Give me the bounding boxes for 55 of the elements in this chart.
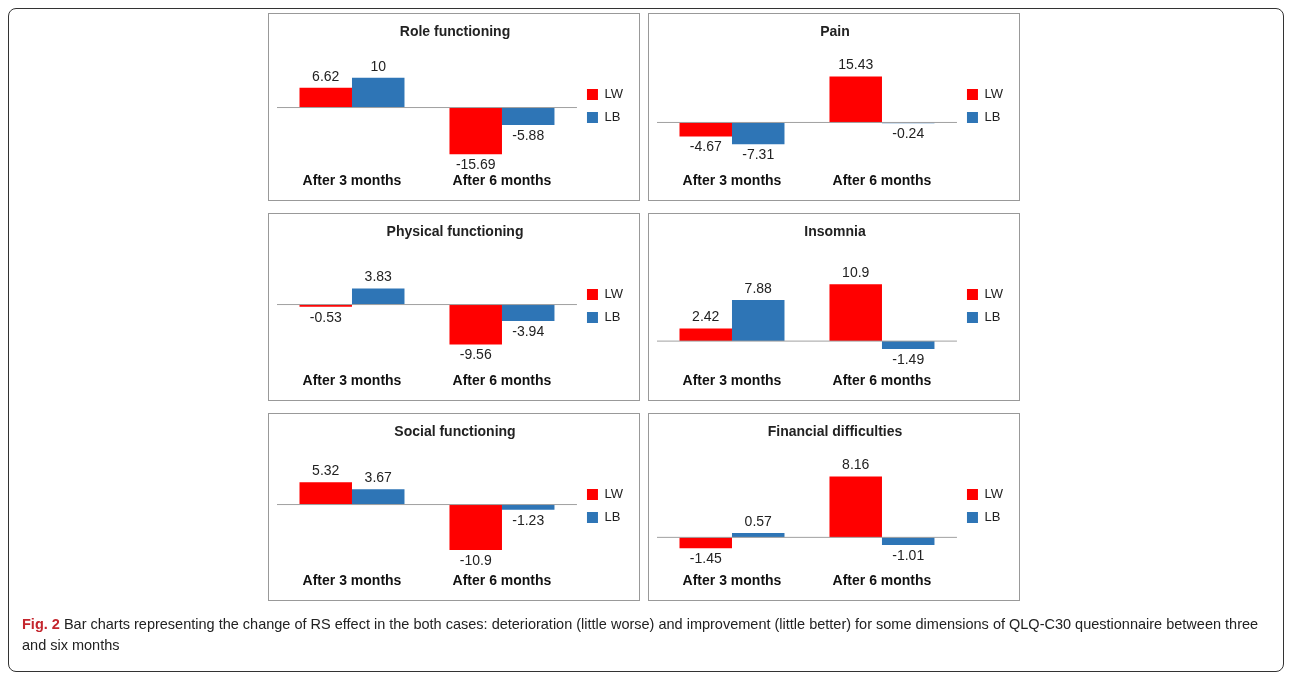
chart-title: Pain [820,23,850,40]
chart-title: Physical functioning [386,223,524,240]
legend-label: LB [604,309,621,325]
caption: Fig. 2 Bar charts representing the change of RS effect in the both cases: deterioration (little worse) and improvement (little better) for some dimensions of QLQ-C30 questionnaire between three and six months [22,615,1260,655]
x-tick-label: After 6 months [832,172,932,189]
data-label: -7.31 [742,146,775,163]
x-tick-label: After 6 months [452,572,552,589]
data-label: -9.56 [459,346,492,363]
data-label: -10.9 [459,551,492,568]
data-label: -0.24 [892,125,925,142]
data-label: -4.67 [689,138,722,155]
chart-title: Insomnia [804,223,866,240]
data-label: -1.23 [512,511,545,528]
x-tick-label: After 6 months [832,572,932,589]
legend-label: LB [604,109,621,125]
data-label: 2.42 [692,308,720,325]
x-tick-label: After 6 months [832,372,932,389]
data-label: 10 [370,57,387,74]
legend-label: LB [984,509,1001,525]
data-label: -1.49 [892,350,925,367]
data-label: 0.57 [744,512,773,529]
x-tick-label: After 3 months [302,172,402,189]
legend-label: LB [604,509,621,525]
data-label: 3.67 [364,469,393,486]
legend-label: LW [604,86,624,102]
data-label: -3.94 [512,322,545,339]
data-label: 10.9 [842,264,870,281]
chart-title: Financial difficulties [767,423,903,440]
legend-label: LW [604,286,624,302]
chart-title: Role functioning [399,23,511,40]
x-tick-label: After 3 months [302,372,402,389]
data-label: -5.88 [512,126,545,143]
x-tick-label: After 3 months [682,372,782,389]
data-label: -1.01 [892,546,925,563]
data-label: 5.32 [312,462,340,479]
x-tick-label: After 6 months [452,372,552,389]
x-tick-label: After 3 months [682,172,782,189]
legend-label: LW [984,86,1004,102]
legend-label: LW [984,286,1004,302]
legend-label: LW [604,486,624,502]
legend-label: LB [984,309,1001,325]
chart-title: Social functioning [394,423,516,440]
data-label: 6.62 [312,67,340,84]
legend-label: LB [984,109,1001,125]
data-label: 8.16 [842,456,870,473]
data-label: -15.69 [455,156,496,173]
data-label: 3.83 [364,268,393,285]
x-tick-label: After 6 months [452,172,552,189]
data-label: -1.45 [689,550,722,567]
x-tick-label: After 3 months [302,572,402,589]
data-label: -0.53 [309,308,342,325]
data-label: 15.43 [838,56,874,73]
data-label: 7.88 [744,279,773,296]
x-tick-label: After 3 months [682,572,782,589]
legend-label: LW [984,486,1004,502]
